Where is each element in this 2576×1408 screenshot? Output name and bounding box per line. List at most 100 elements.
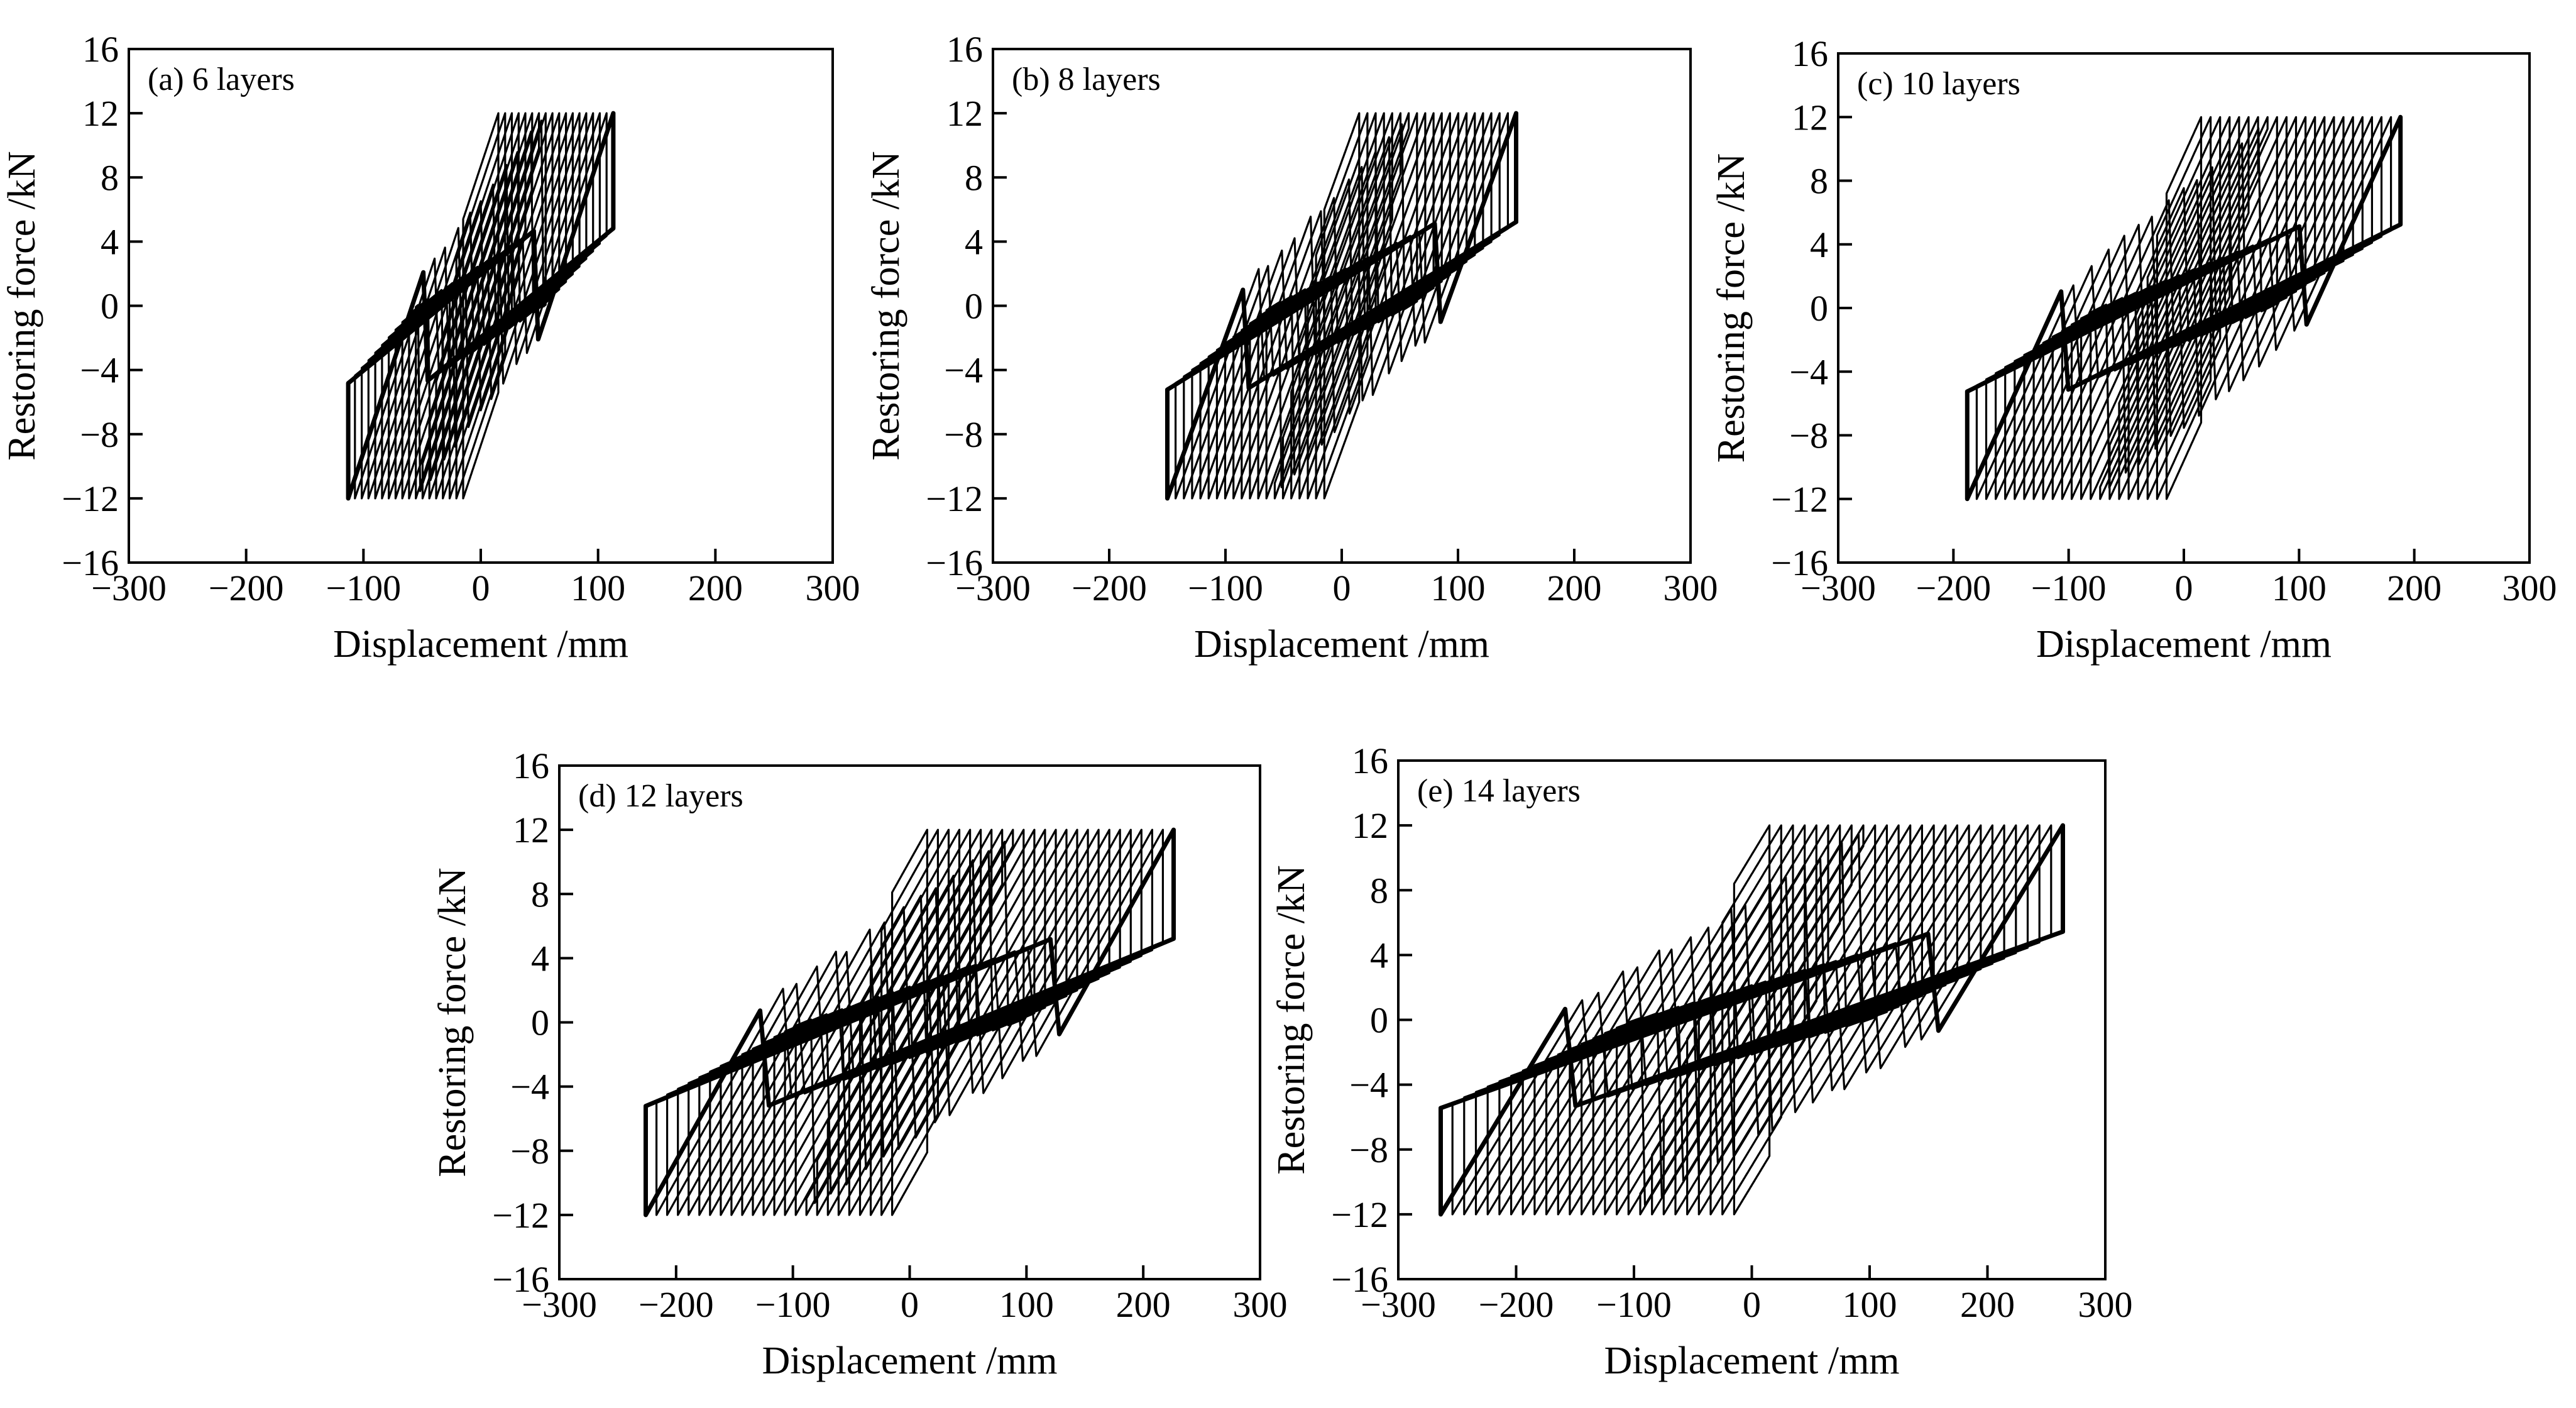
x-tick-label: −100 xyxy=(755,1284,831,1325)
hysteresis-loop-13 xyxy=(762,828,1057,1216)
hysteresis-loop-14 xyxy=(1581,824,1923,1216)
x-tick-label: 100 xyxy=(571,568,625,608)
y-tick-label: 8 xyxy=(1370,870,1388,911)
hysteresis-loop-4 xyxy=(858,828,961,1216)
hysteresis-loop-16 xyxy=(730,828,1089,1216)
y-tick-label: −16 xyxy=(492,1259,549,1300)
hysteresis-loop-21 xyxy=(677,828,1143,1216)
hysteresis-loop-18 xyxy=(346,111,616,501)
x-tick-label: 300 xyxy=(1233,1284,1288,1325)
x-tick-label: −100 xyxy=(1596,1284,1672,1325)
x-tick-label: 100 xyxy=(999,1284,1054,1325)
y-tick-label: 12 xyxy=(946,93,983,134)
hysteresis-loop-10 xyxy=(2080,116,2288,500)
x-tick-label: −300 xyxy=(522,1284,597,1325)
hysteresis-loop-3 xyxy=(2146,116,2222,500)
y-tick-label: 8 xyxy=(1810,161,1828,202)
chart-panel-4: −300 −200 −100 0 100 200 300 −16 −12 −8 −4 0 4 8 12 16 D… xyxy=(431,745,1288,1382)
y-tick-label: 12 xyxy=(82,93,119,134)
chart-panel-1: −300 −200 −100 0 100 200 300 −16 −12 −8 −4 0 4 8 12 16 D… xyxy=(1,29,860,666)
hysteresis-loop-22 xyxy=(1965,114,2403,502)
y-tick-label: −8 xyxy=(510,1131,549,1172)
x-tick-label: 0 xyxy=(2175,568,2193,608)
y-tick-label: 0 xyxy=(531,1003,549,1043)
x-tick-label: −300 xyxy=(955,568,1031,608)
y-axis-title: Restoring force /kN xyxy=(1710,153,1753,463)
y-tick-label: 12 xyxy=(513,810,549,850)
x-tick-label: 200 xyxy=(688,568,743,608)
hysteresis-loop-25 xyxy=(1451,824,2053,1216)
y-tick-label: −12 xyxy=(1771,479,1828,520)
hysteresis-loop-15 xyxy=(1569,824,1935,1216)
x-tick-label: −300 xyxy=(1361,1284,1436,1325)
hysteresis-loop-5 xyxy=(848,828,972,1216)
hysteresis-loop-6 xyxy=(1281,112,1402,500)
x-tick-label: 200 xyxy=(1116,1284,1171,1325)
hysteresis-loop-18 xyxy=(1533,824,1970,1216)
hysteresis-loop-1 xyxy=(891,828,928,1216)
plot-frame xyxy=(992,48,1692,564)
hysteresis-loop-5 xyxy=(1686,824,1817,1216)
hysteresis-loop-1 xyxy=(1323,112,1361,500)
panel-label: (a) 6 layers xyxy=(148,62,295,97)
hysteresis-loop-15 xyxy=(1207,112,1476,500)
hysteresis-loop-7 xyxy=(421,112,540,500)
hysteresis-loop-3 xyxy=(1307,112,1377,500)
hysteresis-loop-19 xyxy=(1995,116,2373,500)
hysteresis-loop-8 xyxy=(1265,112,1418,500)
y-tick-label: 8 xyxy=(965,157,983,198)
hysteresis-loop-20 xyxy=(1510,824,1993,1216)
hysteresis-loop-10 xyxy=(794,828,1025,1216)
x-tick-label: 300 xyxy=(2078,1284,2133,1325)
hysteresis-loops xyxy=(644,827,1176,1218)
y-axis-title: Restoring force /kN xyxy=(865,151,907,460)
y-tick-label: 16 xyxy=(82,29,119,70)
x-tick-label: −300 xyxy=(91,568,167,608)
hysteresis-loop-10 xyxy=(401,112,561,500)
y-tick-label: 0 xyxy=(965,286,983,327)
y-tick-label: 4 xyxy=(531,938,549,979)
hysteresis-loop-4 xyxy=(1697,824,1806,1216)
y-tick-label: −12 xyxy=(926,478,983,519)
hysteresis-loop-1 xyxy=(2165,116,2203,500)
y-tick-label: 16 xyxy=(1792,33,1828,74)
y-axis-title: Restoring force /kN xyxy=(1270,865,1313,1174)
hysteresis-loop-3 xyxy=(869,828,950,1216)
x-tick-label: 200 xyxy=(2387,568,2442,608)
hysteresis-loop-1 xyxy=(1733,824,1771,1216)
hysteresis-loop-8 xyxy=(415,112,547,500)
y-tick-label: −12 xyxy=(62,478,119,519)
hysteresis-loop-18 xyxy=(2004,116,2364,500)
hysteresis-loop-10 xyxy=(1249,112,1435,500)
x-tick-label: 100 xyxy=(1431,568,1486,608)
y-tick-label: 4 xyxy=(1810,224,1828,265)
x-axis-title: Displacement /mm xyxy=(762,1339,1057,1382)
y-tick-label: 4 xyxy=(965,221,983,262)
hysteresis-loop-13 xyxy=(1592,824,1912,1216)
x-tick-label: 200 xyxy=(1547,568,1602,608)
hysteresis-loop-24 xyxy=(644,827,1176,1218)
x-axis-title: Displacement /mm xyxy=(1194,623,1489,666)
hysteresis-loop-16 xyxy=(361,112,601,500)
x-tick-label: −300 xyxy=(1800,568,1876,608)
y-tick-label: −4 xyxy=(510,1067,549,1108)
hysteresis-loop-8 xyxy=(816,828,1004,1216)
y-tick-label: 4 xyxy=(101,221,119,262)
hysteresis-loop-17 xyxy=(1545,824,1958,1216)
hysteresis-loop-1 xyxy=(462,112,500,500)
x-axis-title: Displacement /mm xyxy=(1604,1339,1899,1382)
hysteresis-loop-26 xyxy=(1439,823,2065,1217)
hysteresis-loop-2 xyxy=(1721,824,1782,1216)
y-tick-label: 0 xyxy=(1810,288,1828,329)
hysteresis-loop-19 xyxy=(698,828,1121,1216)
hysteresis-loop-21 xyxy=(1498,824,2005,1216)
x-tick-label: 100 xyxy=(2272,568,2327,608)
x-tick-label: 300 xyxy=(1663,568,1718,608)
hysteresis-loop-14 xyxy=(2042,116,2326,500)
hysteresis-loops xyxy=(1439,823,2065,1217)
hysteresis-loop-11 xyxy=(2070,116,2298,500)
hysteresis-loop-9 xyxy=(805,828,1014,1216)
hysteresis-loop-23 xyxy=(1474,824,2029,1216)
y-tick-label: 0 xyxy=(101,286,119,327)
hysteresis-loop-20 xyxy=(1985,116,2383,500)
